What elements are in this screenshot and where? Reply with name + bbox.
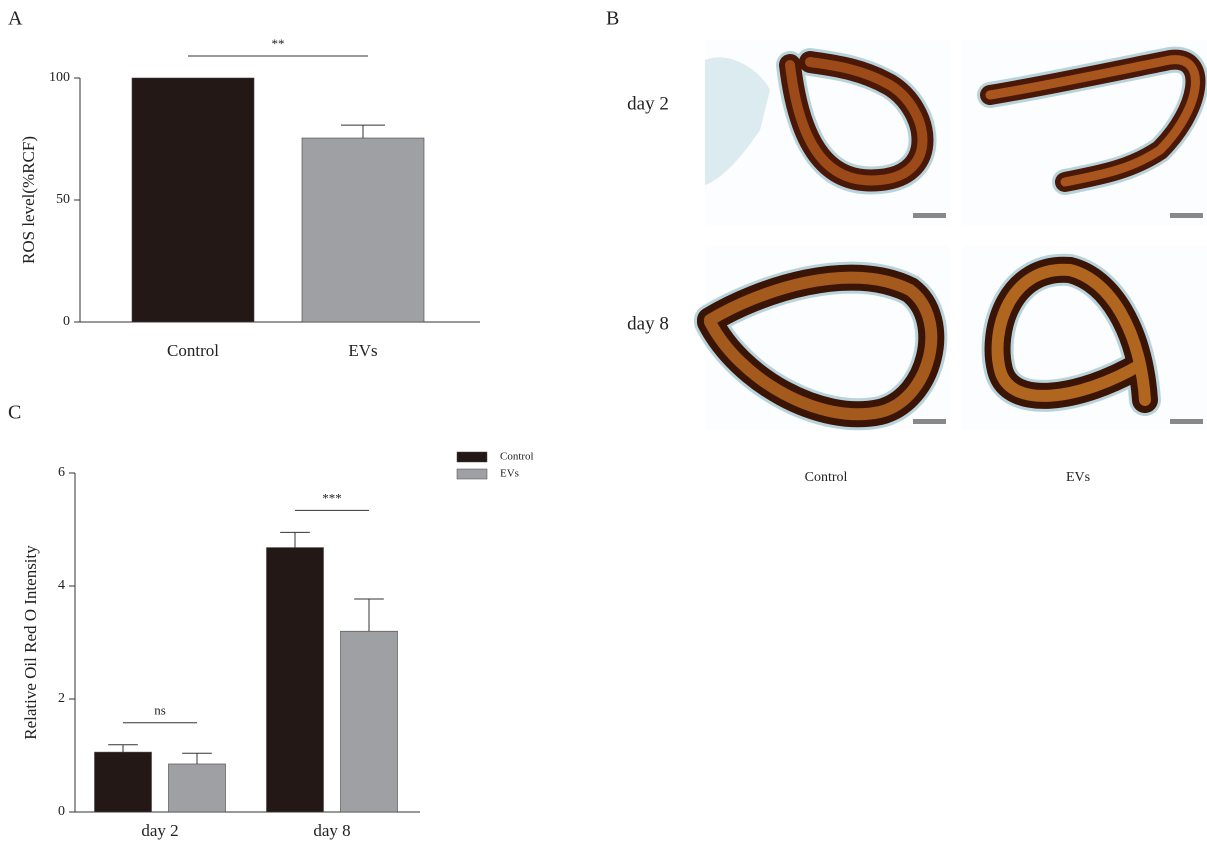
legend-label: EVs (500, 468, 519, 480)
bar (95, 752, 152, 812)
scale-bar (913, 213, 946, 218)
y-tick-label: 4 (58, 578, 65, 593)
y-tick-label: 0 (63, 314, 70, 329)
significance-label: *** (322, 490, 342, 505)
legend-swatch (457, 452, 487, 462)
x-tick-label: day 8 (313, 821, 350, 840)
micrographs: day 2 day 8 Control EVs (627, 40, 1207, 485)
column-label: Control (805, 470, 848, 485)
panel-label: B (606, 8, 619, 30)
significance-label: ** (272, 36, 285, 51)
y-axis-label: ROS level(%RCF) (19, 136, 38, 264)
row-label: day 2 (627, 93, 669, 114)
x-tick-label: Control (167, 341, 219, 360)
y-tick-label: 100 (49, 70, 70, 85)
error-bar (341, 125, 385, 138)
legend-swatch (457, 469, 487, 479)
bar (267, 548, 324, 812)
significance-label: ns (154, 703, 166, 718)
panel-label: C (8, 402, 21, 424)
y-tick-label: 6 (58, 465, 65, 480)
x-tick-label: EVs (348, 341, 377, 360)
bar (132, 78, 254, 322)
error-bar (182, 753, 212, 764)
column-label: EVs (1066, 470, 1090, 485)
error-bar (108, 745, 138, 752)
y-tick-label: 2 (58, 691, 65, 706)
legend-label: Control (500, 451, 534, 463)
figure: A B C day 2 day 8 Control EVs 0501 (0, 0, 1207, 845)
scale-bar (1170, 213, 1203, 218)
y-axis-label: Relative Oil Red O Intensity (21, 545, 40, 740)
row-label: day 8 (627, 313, 669, 334)
scale-bar (913, 419, 946, 424)
bar (169, 764, 226, 812)
bar (302, 138, 424, 322)
error-bar (280, 532, 310, 547)
bar (341, 631, 398, 812)
x-tick-label: day 2 (141, 821, 178, 840)
panel-label: A (8, 8, 23, 30)
scale-bar (1170, 419, 1203, 424)
y-tick-label: 0 (58, 804, 65, 819)
y-tick-label: 50 (56, 192, 70, 207)
error-bar (354, 599, 384, 631)
